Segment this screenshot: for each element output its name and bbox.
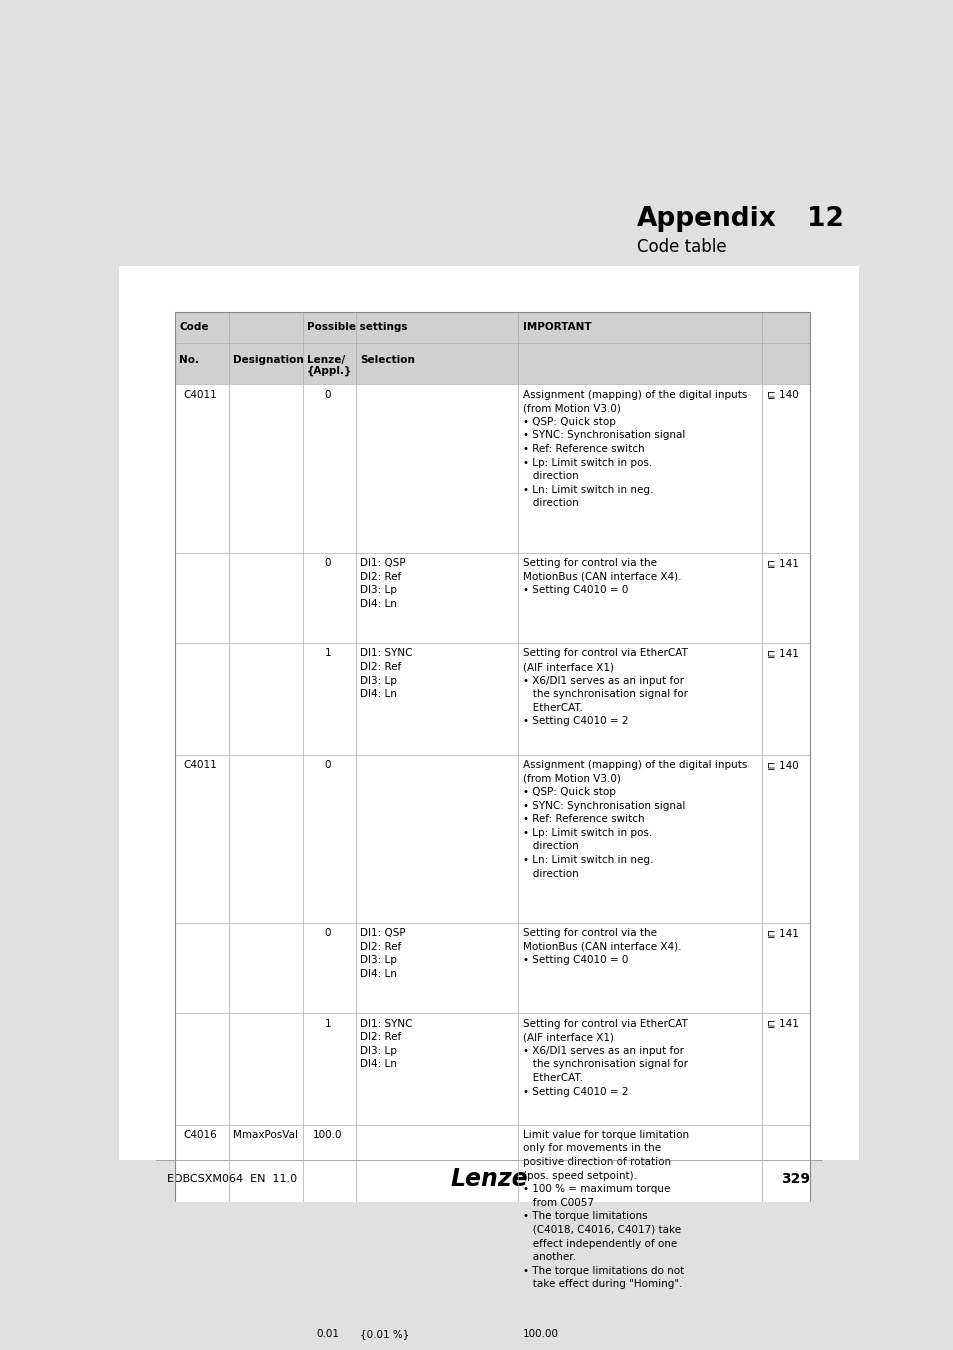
Text: Appendix: Appendix	[637, 207, 776, 232]
Text: DI1: QSP
DI2: Ref
DI3: Lp
DI4: Ln: DI1: QSP DI2: Ref DI3: Lp DI4: Ln	[360, 558, 405, 609]
Text: DI1: SYNC
DI2: Ref
DI3: Lp
DI4: Ln: DI1: SYNC DI2: Ref DI3: Lp DI4: Ln	[360, 1018, 413, 1069]
Text: ⊑ 141: ⊑ 141	[766, 927, 798, 938]
Bar	[174, 343, 809, 385]
Text: 329: 329	[781, 1172, 810, 1185]
Text: 100.00: 100.00	[522, 1330, 558, 1339]
Text: IMPORTANT: IMPORTANT	[522, 323, 591, 332]
Bar	[174, 312, 809, 1350]
Text: 1: 1	[324, 648, 331, 659]
Text: Setting for control via the
MotionBus (CAN interface X4).
• Setting C4010 = 0: Setting for control via the MotionBus (C…	[522, 558, 680, 595]
Text: 1: 1	[324, 1018, 331, 1029]
Text: ⊑ 141: ⊑ 141	[766, 1018, 798, 1029]
Text: Setting for control via EtherCAT
(AIF interface X1)
• X6/DI1 serves as an input : Setting for control via EtherCAT (AIF in…	[522, 648, 687, 726]
Text: Lenze: Lenze	[450, 1166, 527, 1191]
Bar	[174, 385, 809, 554]
Bar	[174, 1014, 809, 1125]
Text: 12: 12	[806, 207, 842, 232]
Text: ⊑ 140: ⊑ 140	[766, 760, 798, 770]
Text: ⊑ 141: ⊑ 141	[766, 558, 798, 568]
Text: ⊑ 140: ⊑ 140	[766, 390, 798, 400]
Text: EDBCSXM064  EN  11.0: EDBCSXM064 EN 11.0	[167, 1173, 297, 1184]
Text: Code: Code	[179, 323, 209, 332]
Text: Setting for control via the
MotionBus (CAN interface X4).
• Setting C4010 = 0: Setting for control via the MotionBus (C…	[522, 927, 680, 965]
Text: Lenze/
{Appl.}: Lenze/ {Appl.}	[307, 355, 352, 377]
Bar	[174, 554, 809, 644]
Text: 100.0: 100.0	[313, 1130, 342, 1139]
Text: 0: 0	[324, 760, 331, 770]
Bar	[174, 755, 809, 923]
Bar	[174, 1125, 809, 1324]
Text: Assignment (mapping) of the digital inputs
(from Motion V3.0)
• QSP: Quick stop
: Assignment (mapping) of the digital inpu…	[522, 760, 746, 879]
Text: Code table: Code table	[637, 238, 725, 256]
Text: DI1: QSP
DI2: Ref
DI3: Lp
DI4: Ln: DI1: QSP DI2: Ref DI3: Lp DI4: Ln	[360, 927, 405, 979]
Text: DI1: SYNC
DI2: Ref
DI3: Lp
DI4: Ln: DI1: SYNC DI2: Ref DI3: Lp DI4: Ln	[360, 648, 413, 699]
Text: Possible settings: Possible settings	[307, 323, 407, 332]
Bar	[119, 266, 858, 1160]
Text: Designation: Designation	[233, 355, 304, 364]
Bar	[174, 1324, 809, 1350]
Text: ⊑ 141: ⊑ 141	[766, 648, 798, 659]
Text: C4011: C4011	[183, 390, 216, 400]
Text: 0: 0	[324, 927, 331, 938]
Text: Assignment (mapping) of the digital inputs
(from Motion V3.0)
• QSP: Quick stop
: Assignment (mapping) of the digital inpu…	[522, 390, 746, 509]
Text: {0.01 %}: {0.01 %}	[360, 1330, 409, 1339]
Text: No.: No.	[179, 355, 199, 364]
Text: Limit value for torque limitation
only for movements in the
positive direction o: Limit value for torque limitation only f…	[522, 1130, 688, 1289]
Text: Setting for control via EtherCAT
(AIF interface X1)
• X6/DI1 serves as an input : Setting for control via EtherCAT (AIF in…	[522, 1018, 687, 1096]
Text: 0.01: 0.01	[315, 1330, 339, 1339]
Text: Selection: Selection	[360, 355, 415, 364]
Bar	[174, 312, 809, 343]
Text: MmaxPosVal: MmaxPosVal	[233, 1130, 297, 1139]
Text: C4011: C4011	[183, 760, 216, 770]
Text: 0: 0	[324, 558, 331, 568]
Bar	[174, 923, 809, 1014]
Bar	[174, 644, 809, 755]
Text: 0: 0	[324, 390, 331, 400]
Text: C4016: C4016	[183, 1130, 216, 1139]
